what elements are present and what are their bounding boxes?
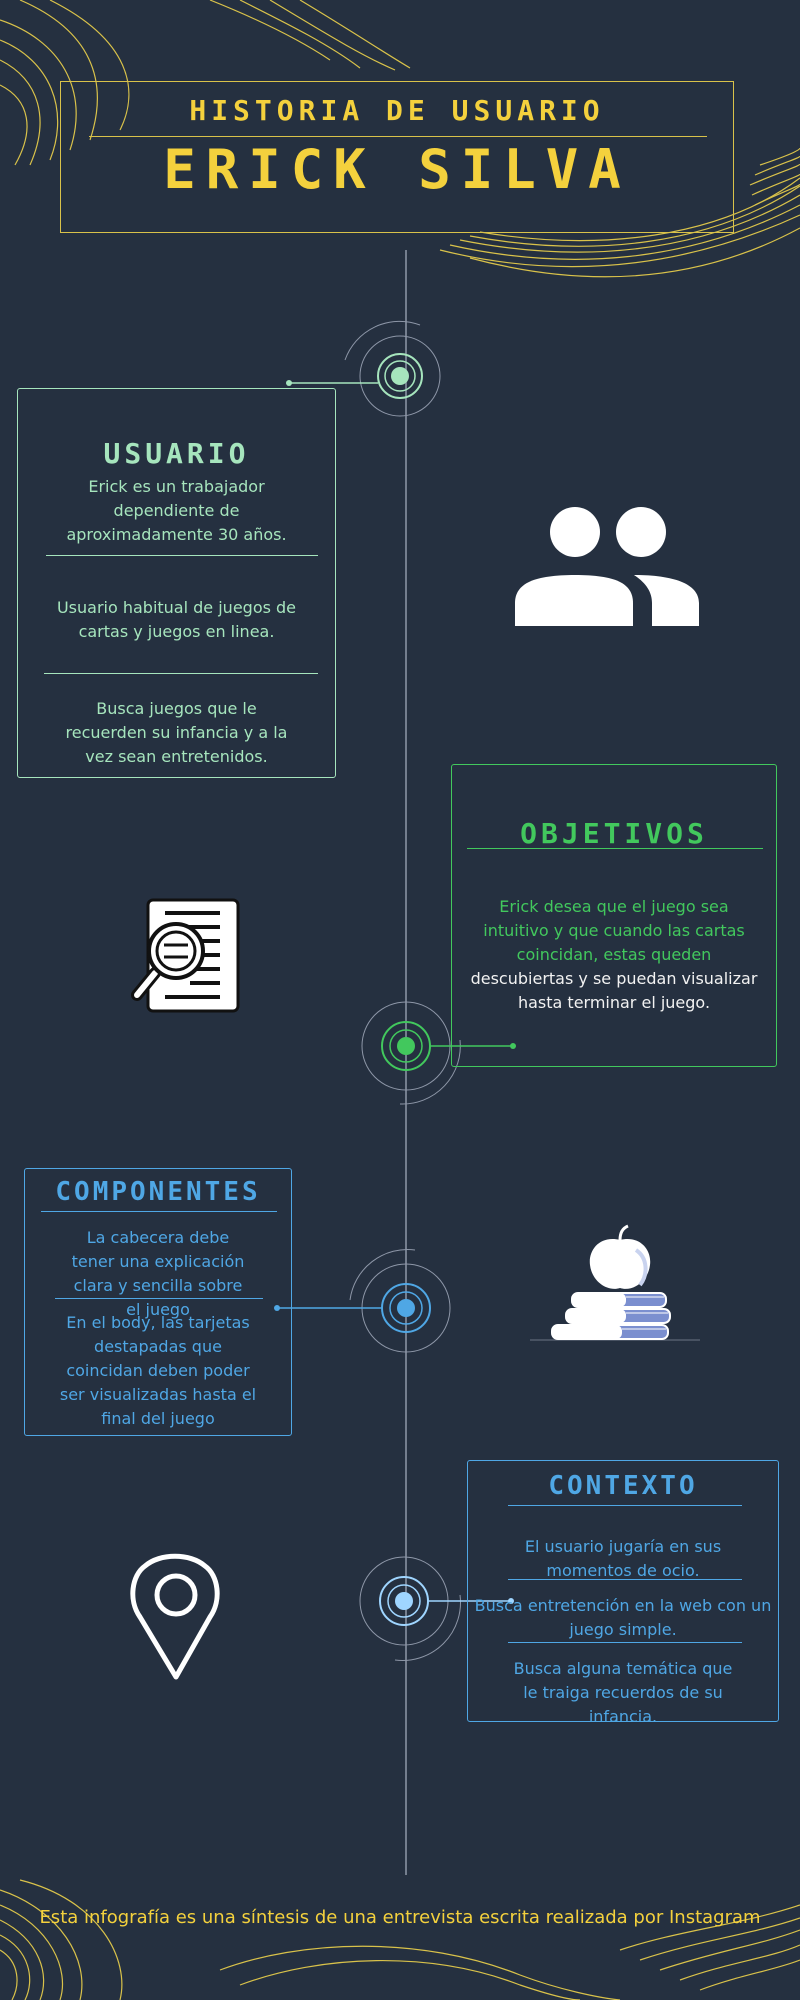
bottom-wave-lines (0, 1879, 800, 2000)
contexto-item-3: Busca alguna temática que le traiga recu… (513, 1659, 733, 1726)
location-pin-icon (130, 1553, 220, 1680)
componentes-card: COMPONENTES La cabecera debe tener una e… (24, 1168, 292, 1436)
footer-note: Esta infografía es una síntesis de una e… (39, 1907, 761, 1928)
objetivos-card: OBJETIVOS Erick desea que el juego sea i… (451, 764, 777, 1067)
contexto-divider-1 (508, 1505, 742, 1506)
contexto-card: CONTEXTO El usuario jugaría en sus momen… (467, 1460, 779, 1726)
document-search-icon (131, 898, 240, 1013)
componentes-item-2: En el body, las tarjetas destapadas que … (59, 1313, 257, 1428)
contexto-divider-2 (508, 1579, 742, 1580)
books-apple-icon (530, 1224, 700, 1341)
componentes-divider-2 (55, 1298, 263, 1299)
objetivos-text: Erick desea que el juego sea intuitivo y… (452, 895, 776, 1015)
contexto-divider-3 (508, 1642, 742, 1643)
objetivos-text-rest: descubiertas y se puedan visualizar hast… (470, 969, 758, 1012)
objetivos-divider (467, 848, 763, 849)
componentes-divider-1 (41, 1211, 277, 1212)
usuario-item-2: Usuario habitual de juegos de cartas y j… (56, 598, 297, 641)
usuario-card: USUARIO Erick es un trabajador dependien… (17, 388, 336, 778)
contexto-item-1: El usuario jugaría en sus momentos de oc… (524, 1537, 722, 1580)
contexto-item-2: Busca entretención en la web con un jueg… (474, 1596, 772, 1639)
timeline-node-usuario (286, 320, 441, 417)
objetivos-title: OBJETIVOS (520, 817, 708, 850)
usuario-title: USUARIO (103, 437, 250, 470)
usuario-divider-2 (44, 673, 318, 674)
top-left-wave-lines (0, 0, 411, 166)
timeline-node-objetivos (361, 1001, 516, 1105)
header-title: ERICK SILVA (163, 138, 631, 201)
top-right-wave-lines (439, 147, 800, 278)
users-icon (515, 507, 699, 626)
timeline-node-contexto (359, 1556, 514, 1661)
header-divider (89, 136, 707, 137)
header-banner: HISTORIA DE USUARIO ERICK SILVA (60, 81, 734, 233)
usuario-item-3: Busca juegos que le recuerden su infanci… (65, 699, 288, 766)
componentes-item-1: La cabecera debe tener una explicación c… (71, 1228, 245, 1319)
usuario-item-1: Erick es un trabajador dependiente de ap… (66, 477, 287, 544)
contexto-title: CONTEXTO (548, 1471, 698, 1501)
objetivos-text-highlight: Erick desea que el juego sea intuitivo y… (483, 897, 745, 964)
componentes-title: COMPONENTES (55, 1177, 261, 1207)
usuario-divider-1 (46, 555, 318, 556)
timeline-node-componentes (274, 1249, 451, 1353)
header-subtitle: HISTORIA DE USUARIO (189, 94, 605, 127)
